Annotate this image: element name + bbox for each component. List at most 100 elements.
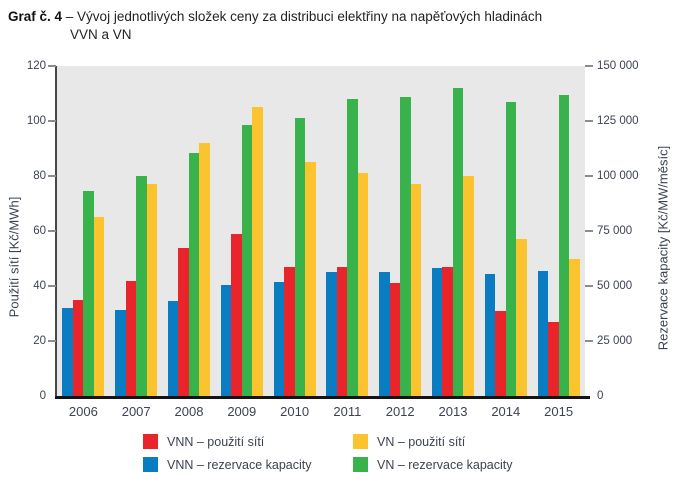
left-axis-tick-label: 120 (26, 59, 46, 72)
bar (410, 184, 422, 396)
left-axis-tick-label: 60 (33, 224, 46, 237)
left-axis-tick-label: 0 (39, 389, 46, 402)
bar (326, 271, 337, 396)
bar (72, 299, 84, 396)
green-swatch (353, 457, 368, 472)
bar (284, 266, 295, 396)
x-axis-year-label: 2008 (174, 404, 204, 419)
right-axis-tick (585, 230, 593, 232)
x-axis-year-label: 2014 (491, 404, 521, 419)
bar (125, 280, 137, 396)
x-axis-year-label: 2013 (438, 404, 468, 419)
legend-item: VNN – použití sítí (143, 434, 353, 449)
red-swatch (143, 434, 158, 449)
chart-title: Graf č. 4 – Vývoj jednotlivých složek ce… (8, 8, 542, 44)
bar (146, 184, 158, 396)
left-axis-tick (48, 340, 56, 342)
year-group-2007 (110, 66, 163, 396)
left-axis-tick-label: 40 (33, 279, 46, 292)
bar (241, 125, 253, 396)
bar (548, 321, 559, 396)
bar (516, 239, 527, 396)
legend: VNN – použití sítí VNN – rezervace kapaci… (143, 434, 512, 480)
legend-label: VNN – použití sítí (167, 434, 265, 449)
left-axis-tick (48, 230, 56, 232)
x-axis-year-label: 2015 (544, 404, 574, 419)
x-axis-line (55, 396, 590, 399)
legend-label: VNN – rezervace kapacity (167, 457, 312, 472)
x-axis-year-label: 2009 (227, 404, 257, 419)
right-axis-tick-label: 125 000 (597, 114, 639, 127)
right-axis-tick (585, 65, 593, 67)
year-group-2011 (321, 66, 374, 396)
left-axis-tick (48, 285, 56, 287)
bar (442, 266, 453, 396)
bar (357, 173, 369, 396)
bar (167, 301, 179, 396)
bar (136, 176, 147, 396)
bar (273, 281, 285, 396)
chart-title-number: Graf č. 4 (8, 9, 63, 24)
bar (336, 266, 348, 396)
right-axis-tick-label: 100 000 (597, 169, 639, 182)
bar (199, 143, 210, 396)
right-axis-tick-label: 150 000 (597, 59, 639, 72)
legend-label: VN – použití sítí (377, 434, 466, 449)
left-axis-tick (48, 65, 56, 67)
right-axis-tick-label: 75 000 (597, 224, 633, 237)
right-axis-tick-label: 0 (597, 389, 604, 402)
x-axis-year-label: 2012 (385, 404, 415, 419)
year-group-2015 (532, 66, 585, 396)
bar (463, 176, 474, 396)
bar (537, 270, 549, 396)
right-axis-tick (585, 340, 593, 342)
bar (305, 162, 316, 396)
yellow-swatch (353, 434, 368, 449)
bar (115, 310, 126, 396)
bar (569, 258, 580, 396)
left-axis-tick-label: 80 (33, 169, 46, 182)
bar (83, 191, 94, 396)
bar (252, 107, 263, 396)
bar (505, 102, 517, 396)
bar (188, 152, 200, 396)
year-group-2006 (57, 66, 110, 396)
right-axis-tick-label: 25 000 (597, 334, 633, 347)
legend-item: VN – rezervace kapacity (353, 457, 512, 472)
year-group-2012 (374, 66, 427, 396)
plot-area (57, 66, 585, 396)
right-axis-tick (585, 120, 593, 122)
legend-column: VNN – použití sítí VNN – rezervace kapaci… (143, 434, 353, 480)
year-group-2008 (163, 66, 216, 396)
x-axis-year-label: 2007 (121, 404, 151, 419)
bar (231, 233, 242, 396)
bar (294, 117, 306, 396)
left-axis-tick-label: 20 (33, 334, 46, 347)
legend-label: VN – rezervace kapacity (377, 457, 513, 472)
legend-item: VN – použití sítí (353, 434, 512, 449)
x-axis-year-label: 2010 (280, 404, 310, 419)
legend-item: VNN – rezervace kapacity (143, 457, 353, 472)
left-axis-title: Použití sítí [Kč/MWh] (6, 196, 22, 318)
left-axis-tick (48, 120, 56, 122)
year-group-2010 (268, 66, 321, 396)
bar (347, 99, 358, 396)
bar (400, 96, 411, 396)
x-axis-year-label: 2011 (333, 404, 362, 419)
bar (389, 283, 401, 396)
chart-title-text-line2: VVN a VN (70, 27, 132, 42)
chart-title-text: – Vývoj jednotlivých složek ceny za dist… (65, 9, 543, 24)
right-axis-tick-label: 50 000 (597, 279, 633, 292)
bar (93, 217, 105, 396)
bar (452, 88, 464, 396)
year-group-2013 (427, 66, 480, 396)
bar (220, 284, 232, 396)
legend-column: VN – použití sítí VN – rezervace kapacity (353, 434, 512, 480)
year-group-2014 (479, 66, 532, 396)
bar (62, 308, 73, 396)
left-axis-tick (48, 175, 56, 177)
y-axis-line (55, 66, 57, 396)
left-axis-tick-label: 100 (26, 114, 46, 127)
x-axis-year-label: 2006 (68, 404, 98, 419)
